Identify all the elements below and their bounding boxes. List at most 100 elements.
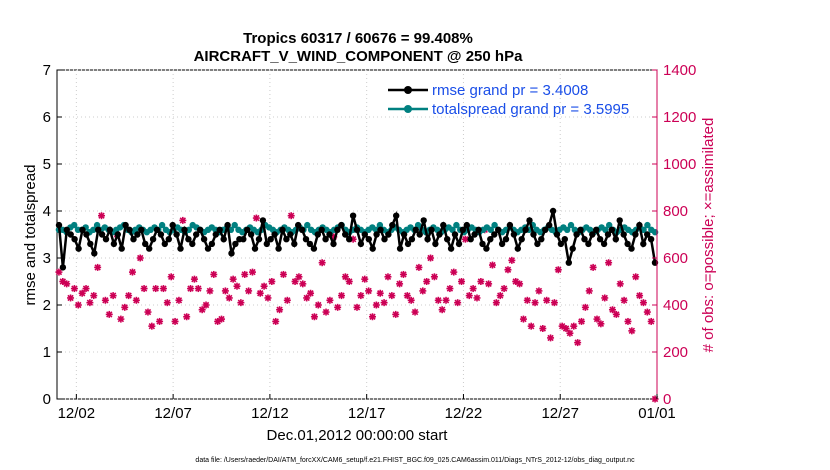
footnote: data file: /Users/raeder/DAI/ATM_forcXX/… [195,457,635,464]
rmse-point [330,240,337,248]
totalspread-point [602,226,609,233]
totalspread-point [231,221,238,229]
rmse-point [498,240,506,248]
obs-marker [307,289,315,297]
rmse-point [220,236,227,243]
rmse-point [338,221,345,229]
rmse-point [612,236,619,243]
obs-marker [128,268,136,276]
obs-marker [121,303,129,311]
rmse-point [510,231,518,238]
obs-marker [419,287,427,295]
obs-marker [86,299,94,307]
obs-marker [372,301,380,309]
rmse-point [98,231,106,238]
obs-marker [485,280,493,288]
obs-marker [636,292,644,300]
rmse-point [549,207,557,215]
totalspread-point [644,221,651,229]
rmse-point [87,240,94,248]
rmse-point [165,236,172,243]
rmse-point [589,231,596,238]
x-axis-label: Dec.01,2012 00:00:00 start [267,427,449,444]
obs-marker [218,315,226,323]
obs-marker [326,296,334,304]
totalspread-point [304,221,311,229]
obs-marker [423,278,431,285]
rmse-point [314,231,321,238]
obs-marker [365,287,373,295]
obs-marker [338,292,346,300]
rmse-point [287,231,294,238]
obs-marker [465,292,473,300]
obs-marker [276,306,284,314]
obs-marker [210,270,218,278]
right-tick-label: 600 [663,250,688,267]
rmse-point [393,212,400,219]
obs-marker [477,278,485,285]
obs-marker [175,296,183,304]
rmse-point [189,240,196,248]
obs-marker [527,322,535,330]
obs-marker [268,278,276,285]
rmse-point [608,226,616,233]
rmse-point [467,236,474,243]
rmse-point [346,236,353,243]
rmse-point [342,231,349,238]
obs-marker [523,296,531,304]
rmse-point [349,212,357,219]
obs-marker [589,263,597,271]
totalspread-point [158,221,166,229]
rmse-point [444,236,451,243]
obs-marker [136,254,144,262]
rmse-point [357,240,365,248]
right-tick-label: 800 [663,203,688,220]
obs-marker [287,212,295,220]
rmse-point [79,226,86,233]
rmse-point [142,240,149,248]
rmse-point [353,226,361,233]
rmse-point [424,236,431,243]
rmse-point [557,240,565,248]
obs-marker [601,294,609,302]
right-tick-label: 0 [663,391,671,408]
chart-subtitle: AIRCRAFT_V_WIND_COMPONENT @ 250 hPa [194,48,524,65]
obs-marker [144,308,152,316]
obs-marker [639,299,647,307]
obs-marker [152,285,160,293]
obs-marker [318,259,326,267]
obs-marker [566,329,574,337]
obs-marker [519,315,527,323]
rmse-point [487,236,494,243]
rmse-point [451,231,459,238]
rmse-point [522,226,529,233]
obs-marker [407,296,415,304]
rmse-point [546,221,553,229]
rmse-point [416,231,423,238]
totalspread-point [564,226,571,233]
rmse-point [428,226,435,233]
obs-marker [550,299,558,307]
totalspread-point [71,221,78,229]
obs-marker [585,287,593,295]
obs-marker [624,317,632,325]
rmse-point [420,217,427,224]
totalspread-point [640,226,647,233]
rmse-point [506,221,514,229]
totalspread-point [606,221,613,229]
rmse-point [640,240,647,248]
obs-count-series [55,212,659,403]
rmse-point [396,245,404,252]
obs-marker [384,273,392,281]
rmse-point [616,217,623,224]
obs-marker [543,296,551,304]
rmse-point [596,236,604,243]
obs-marker [78,289,86,297]
rmse-point [114,231,122,238]
rmse-point [232,240,239,248]
obs-marker [581,303,589,311]
rmse-point [153,226,161,233]
obs-marker [458,278,466,285]
rmse-point [200,236,208,243]
obs-marker [535,287,543,295]
